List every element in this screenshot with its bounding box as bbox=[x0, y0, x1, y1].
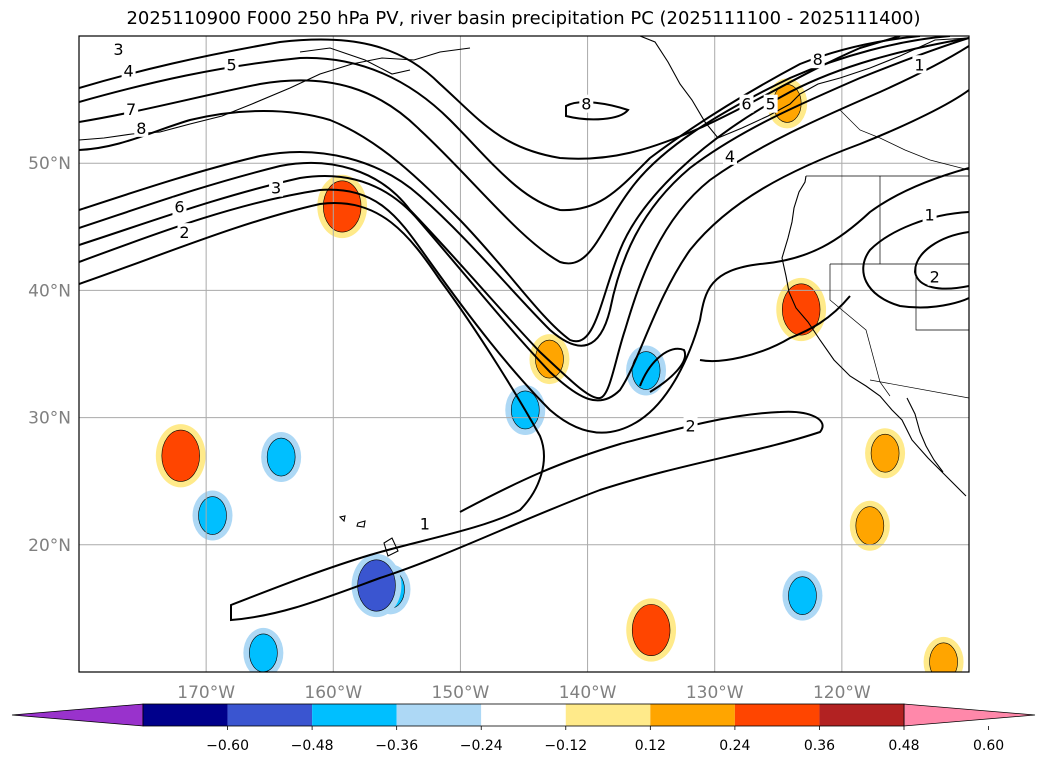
colorbar-swatch bbox=[143, 704, 228, 726]
pv-label-bg bbox=[922, 205, 937, 224]
x-tick-label: 130°W bbox=[686, 683, 744, 703]
colorbar-swatch bbox=[650, 704, 735, 726]
y-tick-label: 40°N bbox=[28, 281, 71, 301]
pv-contour-label: 8 bbox=[136, 119, 146, 138]
colorbar-swatch bbox=[396, 704, 482, 726]
pv-label-bg bbox=[739, 94, 754, 113]
pv-label-bg bbox=[722, 146, 737, 165]
colorbar-tick-label: −0.48 bbox=[291, 738, 334, 754]
chart-title: 2025110900 F000 250 hPa PV, river basin … bbox=[126, 8, 921, 29]
pv-label-bg bbox=[579, 94, 594, 113]
pv-label-bg bbox=[124, 99, 139, 118]
pv-label-bg bbox=[417, 514, 432, 533]
precip-blob bbox=[781, 283, 821, 336]
y-tick-label: 30°N bbox=[28, 409, 71, 429]
map-background bbox=[79, 36, 969, 672]
precip-blob bbox=[929, 642, 958, 672]
colorbar-tick-label: 0.60 bbox=[973, 738, 1004, 754]
pv-contour-label: 1 bbox=[914, 55, 924, 74]
colorbar-tick-label: −0.12 bbox=[544, 738, 587, 754]
colorbar-outline bbox=[142, 703, 905, 727]
precip-blob bbox=[870, 433, 900, 473]
y-tick-label: 20°N bbox=[28, 536, 71, 556]
pv-label-bg bbox=[912, 55, 927, 74]
colorbar-swatch bbox=[734, 704, 820, 726]
x-tick-label: 150°W bbox=[432, 683, 490, 703]
political-boundaries bbox=[806, 109, 969, 399]
precip-blob bbox=[266, 437, 296, 477]
x-tick-label: 120°W bbox=[813, 683, 871, 703]
precip-blob bbox=[198, 496, 227, 535]
pv-contour-label: 5 bbox=[226, 55, 236, 74]
pv-label-bg bbox=[121, 61, 136, 80]
pv-label-bg bbox=[111, 39, 126, 58]
pv-label-bg bbox=[172, 197, 187, 216]
precip-blob bbox=[357, 559, 396, 612]
colorbar-extend-low bbox=[11, 703, 144, 727]
pv-label-bg bbox=[927, 267, 942, 286]
colorbar-swatch bbox=[312, 704, 397, 726]
colorbar: −0.60 −0.48 −0.36 −0.24 −0.12 0.12 0.24 0.36 0.4… bbox=[11, 703, 1036, 754]
pv-contour-label: 4 bbox=[123, 62, 133, 81]
pv-label-bg bbox=[763, 94, 778, 113]
pv-contour-label: 7 bbox=[126, 100, 136, 119]
pv-label-bg bbox=[177, 223, 192, 242]
pv-contour-label: 8 bbox=[581, 95, 591, 114]
precip-blob bbox=[631, 604, 671, 656]
colorbar-tick-label: −0.24 bbox=[460, 738, 503, 754]
precip-blob bbox=[788, 576, 817, 615]
pv-contour-label: 4 bbox=[725, 147, 735, 166]
precip-shading bbox=[155, 78, 964, 672]
colorbar-tick-label: −0.60 bbox=[206, 738, 249, 754]
colorbar-extend-high bbox=[903, 703, 1036, 727]
colorbar-tick-label: 0.12 bbox=[635, 738, 666, 754]
x-tick-label: 140°W bbox=[559, 683, 617, 703]
precip-blob bbox=[631, 351, 661, 390]
pv-label-bg bbox=[269, 178, 284, 197]
pv-label-bg bbox=[810, 50, 825, 69]
pv-contour-label: 1 bbox=[420, 514, 430, 533]
colorbar-tick-label: 0.48 bbox=[888, 738, 919, 754]
pv-label-bg bbox=[134, 118, 149, 137]
pv-contour-label: 6 bbox=[174, 198, 184, 217]
pv-contour-label: 3 bbox=[271, 179, 281, 198]
pv-contour-label: 6 bbox=[741, 95, 751, 114]
pv-label-bg bbox=[224, 55, 239, 74]
pv-contour-label: 2 bbox=[179, 223, 189, 242]
colorbar-tick-label: 0.24 bbox=[719, 738, 750, 754]
x-tick-label: 170°W bbox=[177, 683, 235, 703]
colorbar-swatch bbox=[227, 704, 313, 726]
colorbar-swatch bbox=[481, 704, 566, 726]
pv-contour-label: 3 bbox=[113, 40, 123, 59]
pv-contour-label: 2 bbox=[930, 268, 940, 287]
x-tick-label: 160°W bbox=[304, 683, 362, 703]
pv-contour-label: 1 bbox=[924, 205, 934, 224]
precip-blob bbox=[249, 633, 278, 672]
precip-blob bbox=[161, 429, 200, 482]
pv-label-bg bbox=[683, 416, 698, 435]
precip-blob bbox=[855, 506, 885, 546]
colorbar-tick-label: −0.36 bbox=[375, 738, 418, 754]
pv-contour-label: 8 bbox=[813, 50, 823, 69]
map-frame bbox=[78, 35, 970, 673]
colorbar-swatch bbox=[819, 704, 904, 726]
pv-contours bbox=[79, 36, 969, 622]
pv-contour-label: 2 bbox=[685, 417, 695, 436]
pv-contour-label: 5 bbox=[766, 95, 776, 114]
y-tick-label: 50°N bbox=[28, 154, 71, 174]
precip-blob bbox=[322, 180, 362, 233]
colorbar-tick-label: 0.36 bbox=[804, 738, 835, 754]
axis-tick-labels: 170°W 160°W 150°W 140°W 130°W 120°W 20°N 30°N 40… bbox=[28, 154, 871, 703]
colorbar-swatch bbox=[565, 704, 651, 726]
